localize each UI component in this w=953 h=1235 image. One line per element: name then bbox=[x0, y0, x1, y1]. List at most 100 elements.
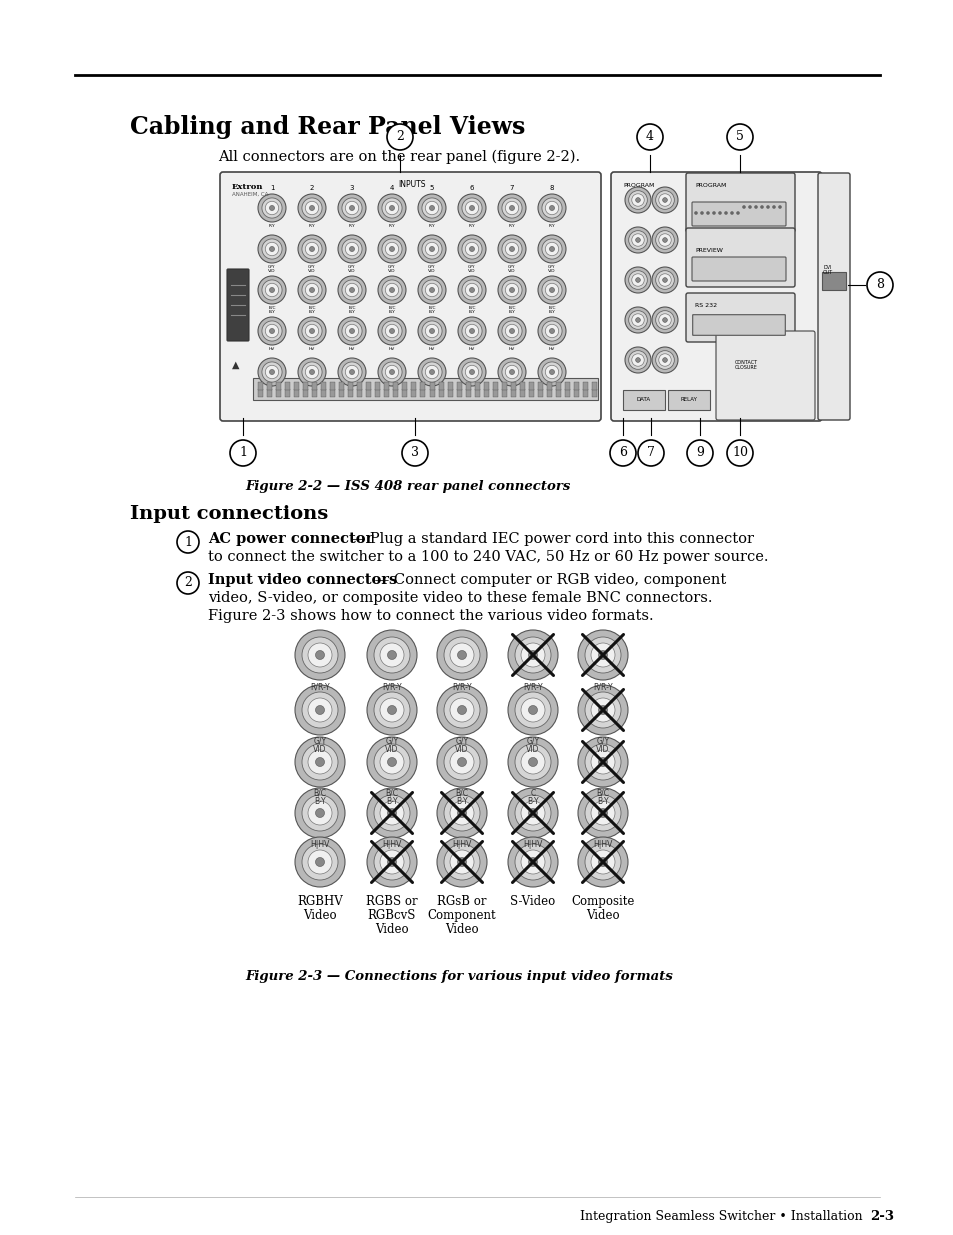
Circle shape bbox=[457, 358, 485, 387]
Circle shape bbox=[578, 630, 627, 680]
Circle shape bbox=[507, 630, 558, 680]
Circle shape bbox=[505, 366, 518, 379]
Circle shape bbox=[389, 369, 395, 374]
Circle shape bbox=[662, 198, 667, 203]
Circle shape bbox=[465, 283, 478, 296]
FancyBboxPatch shape bbox=[685, 293, 794, 342]
Text: C
B-Y: C B-Y bbox=[527, 789, 538, 806]
Bar bbox=[667, 390, 709, 410]
Bar bbox=[267, 389, 272, 396]
Text: R/R-Y: R/R-Y bbox=[593, 682, 612, 692]
Circle shape bbox=[637, 124, 662, 149]
Circle shape bbox=[457, 705, 466, 715]
Circle shape bbox=[638, 440, 663, 466]
Circle shape bbox=[501, 238, 521, 259]
Circle shape bbox=[590, 750, 615, 774]
Text: G/Y
VID: G/Y VID bbox=[348, 266, 355, 273]
Circle shape bbox=[509, 329, 514, 333]
Circle shape bbox=[341, 321, 362, 341]
Circle shape bbox=[429, 329, 434, 333]
Circle shape bbox=[425, 242, 438, 256]
Circle shape bbox=[528, 857, 537, 867]
Circle shape bbox=[541, 198, 561, 219]
Circle shape bbox=[655, 351, 674, 369]
Circle shape bbox=[429, 247, 434, 252]
Text: INPUTS: INPUTS bbox=[397, 180, 425, 189]
Circle shape bbox=[377, 275, 406, 304]
Text: CONTACT
CLOSURE: CONTACT CLOSURE bbox=[734, 359, 758, 370]
Bar bbox=[321, 382, 326, 390]
Circle shape bbox=[421, 198, 441, 219]
Circle shape bbox=[345, 283, 358, 296]
Circle shape bbox=[436, 685, 486, 735]
Circle shape bbox=[631, 353, 643, 367]
Circle shape bbox=[337, 275, 366, 304]
Bar bbox=[546, 382, 551, 390]
Text: R-Y: R-Y bbox=[428, 224, 435, 228]
Bar bbox=[438, 389, 443, 396]
Circle shape bbox=[387, 124, 413, 149]
Bar bbox=[294, 382, 299, 390]
Bar bbox=[592, 389, 597, 396]
Circle shape bbox=[631, 314, 643, 326]
Circle shape bbox=[549, 288, 554, 293]
Circle shape bbox=[385, 242, 398, 256]
Circle shape bbox=[417, 235, 446, 263]
Circle shape bbox=[659, 353, 671, 367]
Text: R/R-Y: R/R-Y bbox=[382, 682, 401, 692]
Text: R-Y: R-Y bbox=[508, 224, 515, 228]
Text: HV: HV bbox=[548, 347, 555, 351]
Bar bbox=[537, 389, 542, 396]
Circle shape bbox=[345, 201, 358, 215]
Circle shape bbox=[297, 194, 326, 222]
Bar bbox=[510, 389, 516, 396]
Circle shape bbox=[465, 242, 478, 256]
Circle shape bbox=[385, 325, 398, 337]
Bar bbox=[330, 389, 335, 396]
Circle shape bbox=[315, 651, 324, 659]
Bar bbox=[447, 389, 452, 396]
Circle shape bbox=[497, 358, 525, 387]
Text: 4: 4 bbox=[645, 131, 654, 143]
Circle shape bbox=[315, 705, 324, 715]
Circle shape bbox=[377, 317, 406, 345]
Circle shape bbox=[429, 369, 434, 374]
Circle shape bbox=[381, 198, 401, 219]
Text: 2: 2 bbox=[184, 577, 192, 589]
Circle shape bbox=[662, 317, 667, 322]
FancyBboxPatch shape bbox=[691, 257, 785, 282]
Circle shape bbox=[578, 788, 627, 839]
Circle shape bbox=[309, 329, 314, 333]
Bar bbox=[357, 389, 362, 396]
Circle shape bbox=[337, 317, 366, 345]
Circle shape bbox=[308, 750, 332, 774]
Text: PREVIEW: PREVIEW bbox=[695, 248, 722, 253]
Circle shape bbox=[726, 124, 752, 149]
Circle shape bbox=[549, 205, 554, 210]
Text: B/C
B-Y: B/C B-Y bbox=[596, 789, 609, 806]
Circle shape bbox=[425, 366, 438, 379]
Text: 5: 5 bbox=[736, 131, 743, 143]
Circle shape bbox=[349, 369, 355, 374]
Circle shape bbox=[590, 643, 615, 667]
Bar bbox=[348, 389, 353, 396]
Circle shape bbox=[341, 238, 362, 259]
Text: to connect the switcher to a 100 to 240 VAC, 50 Hz or 60 Hz power source.: to connect the switcher to a 100 to 240 … bbox=[208, 550, 768, 564]
Bar bbox=[411, 389, 416, 396]
Circle shape bbox=[297, 235, 326, 263]
Circle shape bbox=[541, 238, 561, 259]
Circle shape bbox=[450, 850, 474, 874]
Circle shape bbox=[578, 737, 627, 787]
Circle shape bbox=[609, 440, 636, 466]
Text: HV: HV bbox=[309, 347, 314, 351]
Circle shape bbox=[520, 750, 544, 774]
Circle shape bbox=[469, 369, 474, 374]
Circle shape bbox=[651, 267, 678, 293]
Circle shape bbox=[541, 321, 561, 341]
Circle shape bbox=[457, 194, 485, 222]
Circle shape bbox=[457, 757, 466, 767]
Circle shape bbox=[662, 237, 667, 242]
Circle shape bbox=[367, 685, 416, 735]
Bar bbox=[285, 382, 290, 390]
Circle shape bbox=[315, 757, 324, 767]
